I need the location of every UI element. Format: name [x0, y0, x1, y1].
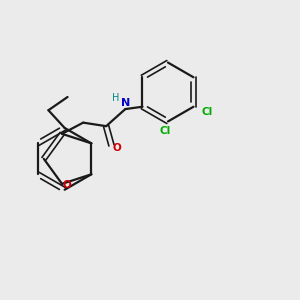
Text: H: H — [112, 93, 119, 103]
Text: Cl: Cl — [201, 107, 212, 117]
Text: Cl: Cl — [159, 126, 171, 136]
Text: N: N — [121, 98, 130, 108]
Text: O: O — [113, 143, 122, 153]
Text: O: O — [63, 180, 72, 190]
